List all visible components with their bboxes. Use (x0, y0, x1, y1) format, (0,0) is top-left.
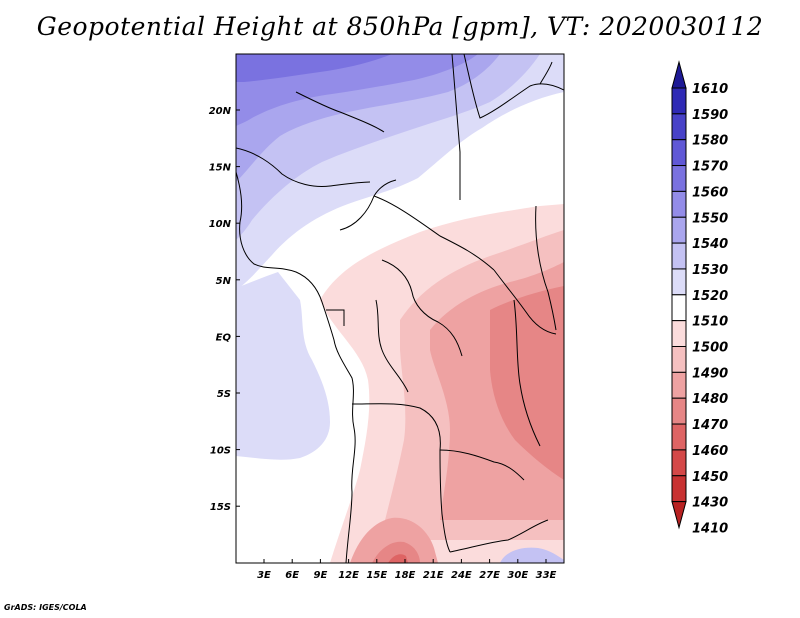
longitude-axis: 3E 6E 9E 12E 15E 18E 21E 24E 27E 30E 33E (257, 559, 557, 581)
colorbar-box (671, 320, 687, 347)
colorbar-level-label: 1500 (692, 341, 728, 356)
colorbar-level-label: 1430 (692, 496, 728, 511)
lat-tick-label: EQ (216, 332, 232, 343)
colorbar-box (671, 268, 687, 296)
lon-tick-label: 6E (285, 570, 299, 581)
colorbar-box (671, 216, 687, 244)
colorbar-box (671, 190, 687, 218)
colorbar-level-label: 1540 (692, 237, 728, 252)
lat-tick-label: 10S (210, 446, 231, 457)
colorbar-level-label: 1570 (692, 160, 728, 175)
colorbar-level-label: 1580 (692, 134, 728, 149)
colorbar-level-label: 1560 (692, 185, 728, 200)
colorbar-level-label: 1450 (692, 470, 728, 485)
colorbar-bottom-arrow (671, 501, 687, 530)
colorbar-box (671, 397, 687, 425)
colorbar-top-arrow (671, 60, 687, 89)
colorbar-level-label: 1550 (692, 211, 728, 226)
lon-tick-label: 21E (423, 570, 444, 581)
colorbar-box (671, 371, 687, 399)
lat-tick-label: 20N (209, 106, 232, 117)
lat-tick-label: 15S (210, 502, 231, 513)
lon-tick-label: 30E (507, 570, 528, 581)
colorbar: 1610 1590 1580 1570 1560 1550 1540 1530 1520 1510… (671, 60, 728, 536)
colorbar-box (671, 242, 687, 270)
lat-tick-label: 5S (217, 389, 231, 400)
colorbar-box (671, 449, 687, 477)
colorbar-level-label: 1520 (692, 289, 728, 304)
colorbar-level-label: 1590 (692, 108, 728, 123)
colorbar-level-label: 1610 (692, 82, 728, 97)
colorbar-level-label: 1480 (692, 392, 728, 407)
map-frame (235, 53, 565, 564)
colorbar-box (671, 165, 687, 192)
colorbar-level-label: 1510 (692, 315, 728, 330)
latitude-axis: 20N 15N 10N 5N EQ 5S 10S 15S (209, 106, 240, 513)
colorbar-box (671, 139, 687, 167)
colorbar-level-label: 1460 (692, 444, 728, 459)
colorbar-box (671, 475, 687, 503)
height-field (236, 54, 564, 563)
lon-tick-label: 33E (536, 570, 557, 581)
lon-tick-label: 27E (479, 570, 500, 581)
lon-tick-label: 24E (451, 570, 472, 581)
colorbar-level-label: 1410 (692, 521, 728, 536)
colorbar-box (671, 294, 687, 322)
country-borders (236, 54, 564, 563)
lon-tick-label: 18E (395, 570, 416, 581)
footer-credit: GrADS: IGES/COLA (4, 603, 87, 612)
chart-title: Geopotential Height at 850hPa [gpm], VT:… (36, 12, 764, 41)
colorbar-level-label: 1530 (692, 263, 728, 278)
colorbar-box (671, 346, 687, 373)
lon-tick-label: 12E (338, 570, 359, 581)
lon-tick-label: 3E (257, 570, 271, 581)
lon-tick-label: 9E (314, 570, 328, 581)
colorbar-level-label: 1490 (692, 366, 728, 381)
colorbar-box (671, 113, 687, 141)
lat-tick-label: 5N (216, 276, 232, 287)
colorbar-box (671, 87, 687, 115)
colorbar-level-label: 1470 (692, 418, 728, 433)
lon-tick-label: 15E (366, 570, 387, 581)
colorbar-box (671, 423, 687, 451)
lat-tick-label: 10N (209, 219, 232, 230)
lat-tick-label: 15N (209, 163, 232, 174)
